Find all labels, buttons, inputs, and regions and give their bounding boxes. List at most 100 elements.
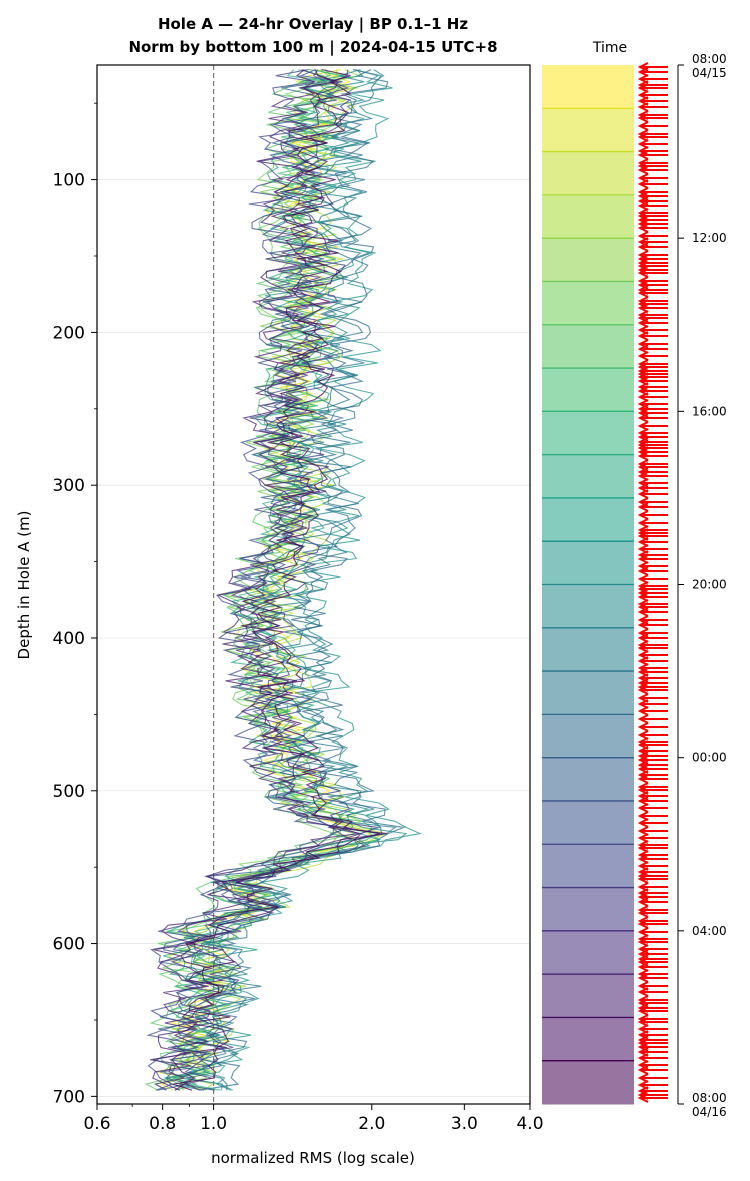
y-tick-label: 600 <box>53 935 85 955</box>
time-marker-head <box>637 685 649 695</box>
colorbar-tick-label: 16:00 <box>692 404 727 418</box>
time-marker-head <box>637 382 649 392</box>
time-marker-head <box>637 421 649 431</box>
time-marker-head <box>637 146 649 156</box>
y-tick-label: 400 <box>53 629 85 649</box>
colorbar-tick-label: 08:00 <box>692 1091 727 1105</box>
time-marker-head <box>637 843 649 853</box>
time-marker-head <box>637 826 649 836</box>
series-line <box>153 69 361 1091</box>
time-marker-head <box>637 179 649 189</box>
time-marker-head <box>637 83 649 93</box>
time-marker-head <box>637 973 649 983</box>
time-marker-head <box>637 471 649 481</box>
time-marker-head <box>637 489 649 499</box>
colorbar-band <box>542 281 634 326</box>
time-marker-head <box>637 67 649 77</box>
time-marker-head <box>637 714 649 724</box>
time-marker-head <box>637 969 649 979</box>
colorbar-tick-label: 00:00 <box>692 751 727 765</box>
x-tick-label: 1.0 <box>200 1114 227 1134</box>
time-marker-head <box>637 139 649 149</box>
time-marker-head <box>637 643 649 653</box>
y-tick-label: 300 <box>53 476 85 496</box>
colorbar-band <box>542 757 634 802</box>
time-marker-head <box>637 760 649 770</box>
time-marker-head <box>637 1086 649 1096</box>
time-marker-head <box>637 770 649 780</box>
time-marker-head <box>637 678 649 688</box>
time-marker-head <box>637 850 649 860</box>
colorbar-band <box>542 930 634 975</box>
time-marker-head <box>637 607 649 617</box>
x-tick-label: 0.6 <box>83 1114 110 1134</box>
series-line <box>173 69 381 1091</box>
time-marker-head <box>637 268 649 278</box>
colorbar-band <box>542 541 634 585</box>
colorbar-tick-label: 20:00 <box>692 578 727 592</box>
time-marker-head <box>637 288 649 298</box>
colorbar-band <box>542 714 634 759</box>
y-tick-label: 200 <box>53 323 85 343</box>
time-marker-head <box>637 588 649 598</box>
series-group <box>144 69 422 1091</box>
time-marker-head <box>637 962 649 972</box>
time-marker-head <box>637 518 649 528</box>
time-marker-head <box>637 818 649 828</box>
colorbar-title: Time <box>592 40 627 56</box>
time-marker-head <box>637 574 649 584</box>
y-tick-label: 100 <box>53 171 85 191</box>
time-marker-head <box>637 867 649 877</box>
series-line <box>184 69 380 1091</box>
time-marker-head <box>637 897 649 907</box>
time-marker-head <box>637 1073 649 1083</box>
time-marker-head <box>637 467 649 477</box>
colorbar-band <box>542 454 634 499</box>
colorbar-band <box>542 238 634 282</box>
time-marker-head <box>637 102 649 112</box>
time-marker-head <box>637 165 649 175</box>
y-tick-label: 500 <box>53 782 85 802</box>
colorbar-band <box>542 108 634 153</box>
time-marker-head <box>637 730 649 740</box>
time-marker-head <box>637 299 649 309</box>
x-tick-label: 2.0 <box>358 1114 385 1134</box>
series-line <box>171 69 387 1091</box>
plot-frame <box>96 64 531 1105</box>
time-marker-head <box>637 187 649 197</box>
colorbar-band <box>542 974 634 1018</box>
time-marker-head <box>637 620 649 630</box>
time-marker-head <box>637 276 649 286</box>
time-marker-head <box>637 908 649 918</box>
time-marker-head <box>637 537 649 547</box>
x-ticks: 0.6 0.8 1.0 2.0 3.0 4.0 <box>83 1104 544 1134</box>
colorbar-tick-label: 12:00 <box>692 231 727 245</box>
time-marker-head <box>637 303 649 313</box>
time-marker-head <box>637 592 649 602</box>
time-marker-head <box>637 888 649 898</box>
time-marker-head <box>637 261 649 271</box>
time-marker-head <box>637 663 649 673</box>
time-marker-head <box>637 392 649 402</box>
time-marker-head <box>637 751 649 761</box>
colorbar-band <box>542 411 634 456</box>
colorbar-band <box>542 844 634 889</box>
time-marker-head <box>637 722 649 732</box>
colorbar-band <box>542 671 634 715</box>
time-marker-head <box>637 987 649 997</box>
colorbar-tick-date: 04/15 <box>692 66 727 80</box>
time-marker-head <box>637 161 649 171</box>
colorbar <box>542 65 634 1105</box>
time-marker-head <box>637 201 649 211</box>
time-marker-head <box>637 362 649 372</box>
colorbar-band <box>542 800 634 845</box>
time-markers <box>637 62 668 1103</box>
colorbar-band <box>542 627 634 672</box>
time-marker-head <box>637 937 649 947</box>
colorbar-band <box>542 368 634 412</box>
time-marker-head <box>637 344 649 354</box>
time-marker-head <box>637 121 649 131</box>
time-marker-head <box>637 774 649 784</box>
colorbar-band <box>542 584 634 629</box>
